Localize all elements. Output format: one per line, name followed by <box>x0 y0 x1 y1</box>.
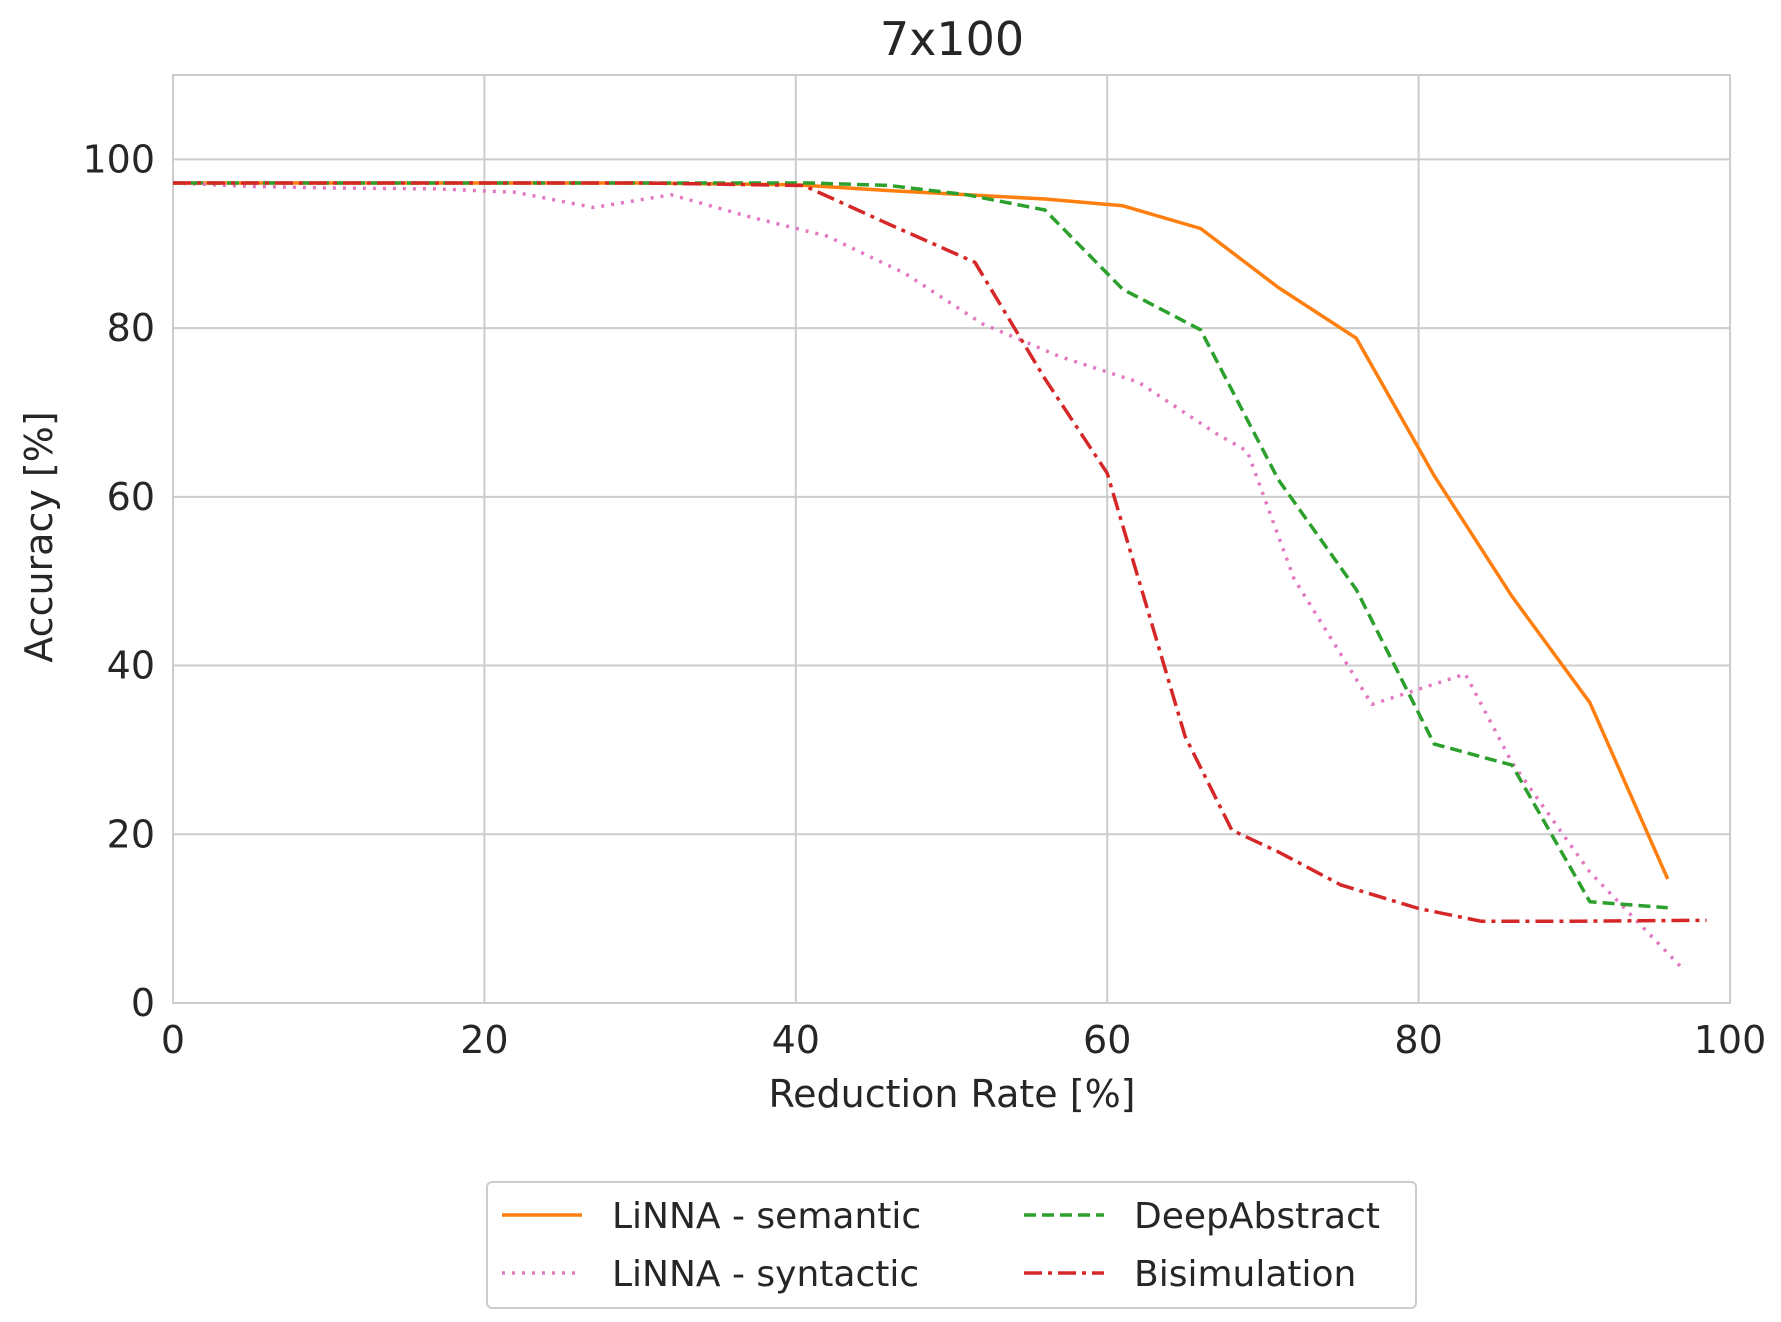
legend-box <box>486 1181 1417 1309</box>
series-line-linna-syntactic <box>172 181 1685 971</box>
x-tick-label: 0 <box>161 1018 185 1062</box>
legend-label: LiNNA - syntactic <box>612 1254 919 1295</box>
legend: LiNNA - semantic LiNNA - syntactic DeepAbs… <box>486 1181 1417 1309</box>
y-tick-label: 20 <box>107 812 155 856</box>
x-tick-label: 100 <box>1694 1018 1767 1062</box>
legend-label: DeepAbstract <box>1134 1196 1380 1237</box>
series-lines <box>172 181 1707 971</box>
x-axis: 0 20 40 60 80 100 <box>161 1018 1766 1062</box>
legend-label: LiNNA - semantic <box>612 1196 921 1237</box>
y-axis-title: Accuracy [%] <box>17 411 61 662</box>
x-axis-title: Reduction Rate [%] <box>768 1072 1135 1116</box>
y-tick-label: 80 <box>107 306 155 350</box>
x-tick-label: 80 <box>1394 1018 1442 1062</box>
series-line-bisimulation <box>173 181 1707 923</box>
y-tick-label: 0 <box>131 981 155 1025</box>
y-axis: 0 20 40 60 80 100 <box>82 137 155 1025</box>
x-tick-label: 40 <box>772 1018 820 1062</box>
y-tick-label: 60 <box>107 475 155 519</box>
legend-label: Bisimulation <box>1134 1254 1356 1295</box>
plot-area <box>172 74 1731 1004</box>
x-tick-label: 20 <box>460 1018 508 1062</box>
y-tick-label: 100 <box>82 137 155 181</box>
x-tick-label: 60 <box>1083 1018 1131 1062</box>
chart-title: 7x100 <box>880 12 1024 66</box>
y-tick-label: 40 <box>107 644 155 688</box>
